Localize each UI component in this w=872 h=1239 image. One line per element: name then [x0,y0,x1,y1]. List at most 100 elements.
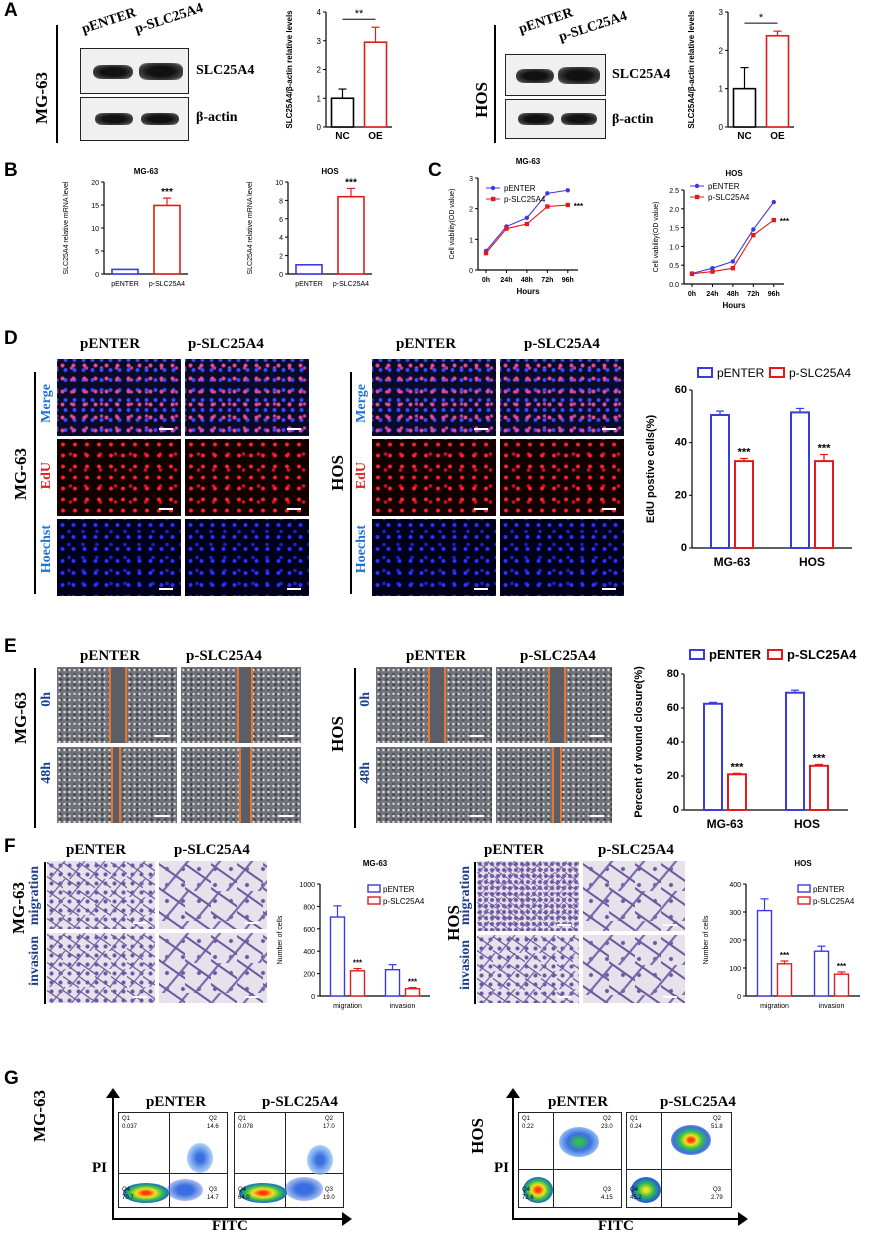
divider [494,25,496,143]
significance-marker: *** [161,187,173,198]
bar [703,702,723,811]
y-tick-label: 0 [311,994,315,1001]
legend-marker [695,194,700,200]
y-tick-label: 1000 [299,882,315,889]
bar [813,950,830,997]
chart-f-hos: 0 100 200 300 400 Number of cells HOS *** migrat… [703,859,860,1010]
significance-marker: *** [738,446,752,458]
bar [153,204,181,275]
transwell-migration-image [582,860,686,932]
data-point [689,271,695,277]
y-tick-label: 0 [279,272,283,279]
y-axis-label: SLC25A4/β-actin relative levels [687,10,696,129]
x-axis-label: Hours [722,301,746,310]
panel-label-a: A [4,0,18,21]
x-tick-label: 48h [521,277,533,284]
quadrant-label: Q3 [209,1187,218,1193]
y-tick-label: 0 [469,268,473,275]
y-tick-label: 0.0 [669,282,679,289]
legend-label: pENTER [383,885,415,894]
quadrant-label: Q3 [325,1187,334,1193]
row-label-migration: migration [27,866,42,926]
y-tick-label: 400 [303,949,315,956]
y-axis-label: Cell viability(OD value) [449,189,456,260]
bar [404,988,421,997]
wound-image-0h [180,666,302,744]
quadrant-value: 14.6 [207,1124,219,1130]
x-tick-label: 96h [562,277,574,284]
column-label-p-SLC25A4: p-SLC25A4 [174,842,250,858]
significance-marker: *** [408,978,418,987]
legend-label: pENTER [708,182,740,191]
x-tick-label: pENTER [111,281,139,288]
row-label-invasion: invasion [458,940,473,990]
wound-image-0h [495,666,613,744]
column-label-pENTER: pENTER [66,842,127,858]
legend-marker [490,185,496,191]
divider [44,862,46,1004]
series-line [691,219,775,275]
lane-label-p-SLC25A4: p-SLC25A4 [133,0,206,38]
row-label-48h: 48h [358,762,373,784]
row-label-0h: 0h [39,692,54,707]
y-tick-label: 1.5 [669,226,679,233]
quadrant-value: 51.8 [711,1124,723,1130]
row-label-edu: EdU [354,462,369,490]
data-point [524,215,530,221]
legend-swatch [769,367,785,378]
column-label-p-SLC25A4: p-SLC25A4 [660,1094,736,1110]
x-tick-label: NC [335,131,349,142]
micrograph-merge [371,358,497,437]
column-label-p-SLC25A4: p-SLC25A4 [524,336,600,352]
bar [349,970,366,997]
column-label-pENTER: pENTER [396,336,457,352]
quadrant-label: Q4 [122,1187,131,1193]
x-tick-label: NC [737,131,751,142]
column-label-pENTER: pENTER [484,842,545,858]
column-label-pENTER: pENTER [146,1094,207,1110]
data-point [483,250,489,256]
quadrant-label: Q1 [238,1116,247,1122]
y-axis-label: Number of cells [703,915,710,964]
panel-label-e: E [4,636,17,657]
panel-label-c: C [428,160,442,181]
protein-label-slc25a4: SLC25A4 [196,63,255,78]
significance-marker: * [759,12,764,24]
data-point [751,227,756,232]
legend-label: pENTER [813,885,845,894]
x-tick-label: 0h [688,291,696,298]
y-tick-label: 10 [275,180,283,187]
significance-marker: *** [780,951,790,960]
quadrant-value: 0.078 [238,1124,254,1130]
x-tick-label: pENTER [295,281,323,288]
bar [111,268,139,275]
y-tick-label: 10 [91,226,99,233]
micrograph-hoechst [499,518,625,597]
western-blot-slc25a4 [80,48,189,94]
cell-line-label-mg63: MG-63 [11,448,30,500]
transwell-migration-image [46,860,156,930]
cell-line-label-hos: HOS [468,1118,487,1154]
flow-plot-hos-oe: Q1 0.24 Q2 51.8 Q3 2.79 Q4 45.2 [626,1112,732,1208]
panel-label-d: D [4,328,18,349]
wound-image-48h [56,746,178,824]
bar [809,764,829,812]
row-label-migration: migration [458,866,473,926]
column-label-p-SLC25A4: p-SLC25A4 [188,336,264,352]
y-tick-label: 3 [469,176,473,183]
y-axis-label: Number of cells [277,915,284,964]
y-tick-label: 20 [667,770,679,782]
chart-title: HOS [725,169,743,178]
legend-swatch [797,884,811,893]
column-label-pENTER: pENTER [406,648,467,664]
row-label-hoechst: Hoechst [354,525,369,574]
panel-label-f: F [4,836,16,857]
data-point [730,259,736,264]
quadrant-value: 64.0 [238,1195,250,1201]
y-tick-label: 1 [719,85,724,94]
lane-label-pENTER: pENTER [80,5,138,38]
protein-label-slc25a4: SLC25A4 [612,67,671,82]
column-label-p-SLC25A4: p-SLC25A4 [186,648,262,664]
quadrant-value: 45.2 [630,1195,642,1201]
divider [56,25,58,143]
